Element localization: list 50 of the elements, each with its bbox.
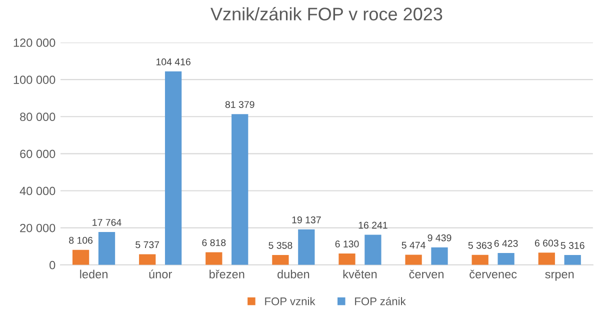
y-tick-label: 20 000: [20, 224, 56, 232]
chart-title: Vznik/zánik FOP v roce 2023: [210, 6, 442, 20]
data-label: 6 130: [335, 240, 359, 248]
data-label: 5 474: [402, 242, 426, 249]
bar: [338, 254, 356, 265]
bar: [232, 114, 248, 265]
bar: [405, 254, 422, 265]
data-label: 81 379: [225, 101, 254, 108]
y-tick-label: 120 000: [14, 38, 56, 47]
bar: [298, 229, 315, 265]
x-tick-label: leden: [80, 270, 108, 278]
y-tick-label: 100 000: [14, 76, 56, 84]
data-label: 16 241: [358, 222, 388, 229]
legend-label: FOP vznik: [265, 297, 316, 306]
bar: [164, 71, 182, 265]
data-label: 5 363: [468, 242, 492, 249]
data-label: 17 764: [92, 218, 122, 226]
y-tick-label: 60 000: [20, 150, 56, 158]
x-tick-label: srpen: [545, 272, 574, 281]
data-label: 5 358: [268, 242, 292, 249]
legend-label: FOP zánik: [355, 296, 406, 306]
bar: [98, 232, 116, 265]
x-tick-label: duben: [278, 270, 310, 278]
data-label: 5 737: [136, 241, 160, 248]
data-label: 6 603: [534, 240, 558, 247]
bar: [564, 255, 581, 265]
y-tick-label: 0: [50, 260, 56, 270]
bar: [431, 247, 448, 265]
data-label: 104 416: [156, 58, 190, 66]
data-label: 5 316: [560, 242, 584, 249]
x-tick-label: květen: [343, 270, 377, 278]
x-tick-label: březen: [210, 270, 244, 278]
bar: [72, 250, 90, 265]
bar: [139, 254, 156, 265]
data-label: 8 106: [69, 236, 93, 244]
bar: [272, 254, 289, 265]
x-tick-label: únor: [149, 270, 172, 278]
bar: [498, 252, 514, 265]
bar: [472, 254, 488, 265]
y-tick-label: 80 000: [20, 112, 56, 122]
data-label: 19 137: [292, 216, 321, 224]
x-tick-label: červen: [409, 270, 444, 278]
data-label: 6 818: [202, 239, 226, 246]
bar: [206, 252, 222, 265]
bar: [364, 234, 382, 265]
x-tick-label: červenec: [470, 270, 517, 278]
data-label: 6 423: [494, 240, 518, 247]
y-tick-label: 40 000: [20, 186, 56, 196]
bar: [538, 252, 555, 265]
data-label: 9 439: [428, 234, 452, 242]
